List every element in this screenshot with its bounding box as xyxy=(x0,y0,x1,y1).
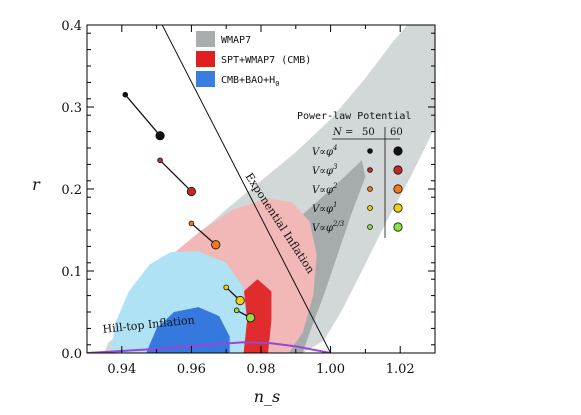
legend-swatch xyxy=(196,71,215,87)
key-marker-n50 xyxy=(367,205,373,211)
region-cmb-bao-h0-68 xyxy=(146,307,230,353)
y-tick-label: 0.1 xyxy=(61,265,82,280)
key-marker-n60 xyxy=(393,184,403,194)
key-marker-n60 xyxy=(393,222,403,232)
legend-swatch xyxy=(196,31,215,47)
x-tick-label: 0.94 xyxy=(107,362,136,377)
model-points xyxy=(122,91,256,323)
model-point-n50-4 xyxy=(233,307,240,314)
y-tick-label: 0.2 xyxy=(61,183,82,198)
legend: WMAP7 SPT+WMAP7 (CMB) CMB+BAO+H0 xyxy=(196,31,311,88)
line-exponential-inflation xyxy=(161,25,332,353)
legend-label: WMAP7 xyxy=(221,35,251,46)
y-tick-label: 0.0 xyxy=(61,347,82,362)
key-header-eq: = xyxy=(345,127,353,138)
legend-swatch xyxy=(196,51,215,67)
model-segment-0 xyxy=(124,94,161,137)
x-tick-label: 1.00 xyxy=(316,362,345,377)
model-point-n50-0 xyxy=(122,91,129,98)
x-axis-label: n_s xyxy=(254,387,281,406)
model-point-n50-1 xyxy=(157,157,163,164)
model-point-n60-1 xyxy=(186,186,196,197)
key-marker-n50 xyxy=(367,186,373,192)
key-row-label: V∝φ1 xyxy=(312,201,337,215)
key-marker-n50 xyxy=(367,167,373,173)
model-point-n60-2 xyxy=(211,240,221,250)
confidence-regions xyxy=(104,25,435,353)
model-segment-1 xyxy=(159,159,192,192)
line-hill-top-inflation xyxy=(87,341,331,353)
model-point-n50-2 xyxy=(188,220,195,227)
key-title: Power-law Potential xyxy=(297,111,411,122)
model-point-n60-3 xyxy=(235,295,245,306)
model-point-n60-4 xyxy=(245,313,256,323)
y-tick-label: 0.4 xyxy=(61,19,82,34)
power-law-key: Power-law Potential N = 50 60 V∝φ4 V∝φ3 V∝φ2 V∝φ… xyxy=(297,111,411,238)
axis-ticks: 0.94 0.96 0.98 1.00 1.02 0.0 0.1 0.2 0.3 0.4 xyxy=(61,19,436,377)
key-marker-n50 xyxy=(367,224,373,230)
key-header-50: 50 xyxy=(362,127,375,138)
key-marker-n50 xyxy=(367,148,373,154)
model-point-n50-3 xyxy=(223,284,230,291)
x-tick-label: 0.96 xyxy=(177,362,206,377)
x-tick-label: 1.02 xyxy=(386,362,415,377)
legend-label: CMB+BAO+H0 xyxy=(221,75,279,88)
key-marker-n60 xyxy=(393,203,403,213)
legend-label: SPT+WMAP7 (CMB) xyxy=(221,55,311,66)
model-point-n60-0 xyxy=(155,131,165,141)
model-lines xyxy=(87,25,332,353)
key-header-n: N xyxy=(332,127,343,138)
key-row-label: V∝φ2 xyxy=(312,182,338,196)
key-row-label: V∝φ3 xyxy=(312,163,338,177)
y-axis-label: r xyxy=(32,175,41,194)
key-header-60: 60 xyxy=(390,127,403,138)
key-row-label: V∝φ4 xyxy=(312,144,337,158)
y-tick-label: 0.3 xyxy=(61,101,82,116)
key-marker-n60 xyxy=(393,165,403,175)
x-tick-label: 0.98 xyxy=(247,362,276,377)
key-marker-n60 xyxy=(393,146,403,156)
model-segment-2 xyxy=(190,222,217,246)
